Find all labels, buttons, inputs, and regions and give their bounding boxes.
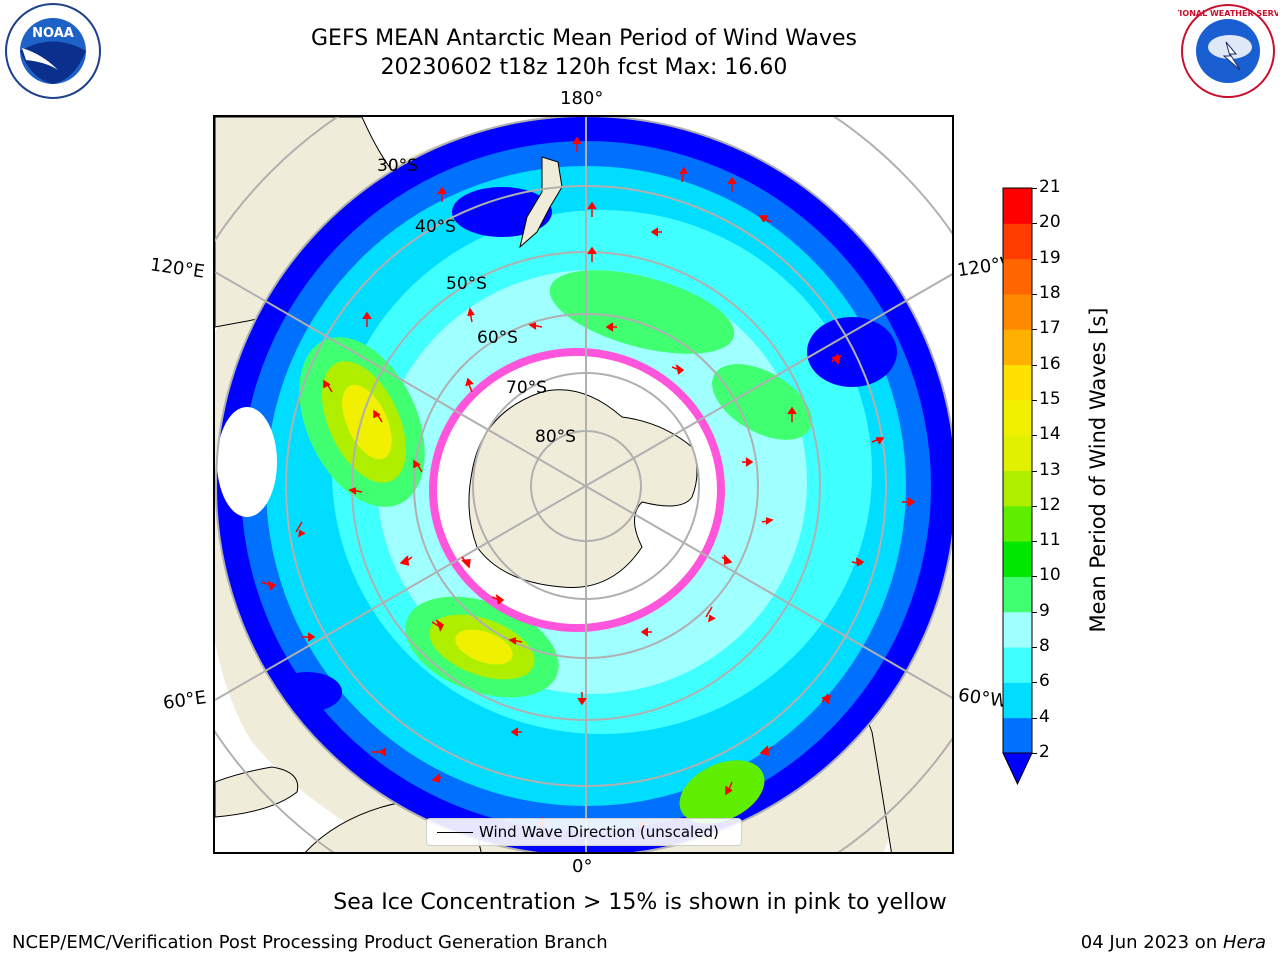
colorbar-tick-label: 4 [1039, 706, 1050, 727]
colorbar-block [1003, 505, 1032, 542]
legend-label: Wind Wave Direction (unscaled) [479, 823, 719, 841]
colorbar-block [1003, 223, 1032, 260]
colorbar-tick-mark [1032, 329, 1037, 331]
colorbar-tick-label: 8 [1039, 636, 1050, 657]
colorbar-under-triangle [1002, 752, 1033, 786]
colorbar [1002, 187, 1033, 786]
colorbar-block [1003, 576, 1032, 613]
colorbar-tick-label: 17 [1039, 318, 1061, 339]
colorbar-block [1003, 611, 1032, 648]
footer-credit: NCEP/EMC/Verification Post Processing Pr… [12, 932, 608, 953]
colorbar-block [1003, 188, 1032, 224]
noaa-logo-text: NOAA [32, 26, 74, 41]
colorbar-tick-mark [1032, 188, 1037, 189]
lon-label-120e: 120°E [148, 254, 206, 283]
lat-label-50s: 50°S [446, 274, 487, 294]
colorbar-label: Mean Period of Wind Waves [s] [1086, 307, 1110, 633]
footer-date: 04 Jun 2023 on Hera [1081, 932, 1266, 953]
lat-label-70s: 70°S [506, 378, 547, 398]
colorbar-tick-mark [1032, 682, 1037, 684]
map-svg: 30°S 40°S 50°S 60°S 70°S 80°S [215, 117, 952, 852]
colorbar-tick-label: 2 [1039, 742, 1050, 762]
footer-date-text: 04 Jun 2023 on [1080, 932, 1223, 953]
colorbar-block [1003, 399, 1032, 436]
colorbar-tick-mark [1032, 470, 1037, 472]
lat-label-60s: 60°S [477, 328, 518, 348]
sea-ice-note: Sea Ice Concentration > 15% is shown in … [333, 890, 947, 915]
colorbar-tick-mark [1032, 576, 1037, 578]
colorbar-tick-label: 9 [1039, 600, 1050, 621]
antarctica [468, 389, 698, 588]
lon-label-0: 0° [572, 856, 593, 877]
colorbar-block [1003, 647, 1032, 683]
colorbar-block [1003, 364, 1032, 401]
colorbar-block [1003, 329, 1032, 366]
colorbar-tick-mark [1032, 753, 1037, 754]
footer-host: Hera [1222, 932, 1266, 953]
colorbar-block [1003, 717, 1032, 754]
colorbar-block [1003, 293, 1032, 330]
colorbar-tick-mark [1032, 364, 1037, 366]
lat-label-80s: 80°S [535, 427, 576, 447]
colorbar-tick-mark [1032, 647, 1037, 649]
colorbar-block [1003, 541, 1032, 577]
map-legend: Wind Wave Direction (unscaled) [426, 818, 742, 846]
colorbar-tick-mark [1032, 435, 1037, 437]
colorbar-block [1003, 435, 1032, 471]
colorbar-tick-label: 6 [1039, 671, 1050, 692]
lon-label-180: 180° [560, 88, 604, 109]
lat-label-40s: 40°S [415, 217, 456, 237]
map-title: GEFS MEAN Antarctic Mean Period of Wind … [311, 26, 857, 51]
colorbar-tick-mark [1032, 717, 1037, 719]
noaa-logo: NOAA [5, 3, 101, 99]
colorbar-tick-label: 12 [1039, 494, 1061, 515]
colorbar-tick-label: 11 [1039, 530, 1061, 551]
colorbar-block [1003, 258, 1032, 295]
colorbar-tick-label: 18 [1039, 282, 1061, 303]
colorbar-block [1003, 682, 1032, 719]
colorbar-tick-label: 16 [1039, 353, 1061, 374]
colorbar-tick-mark [1032, 258, 1037, 260]
colorbar-tick-mark [1032, 399, 1037, 401]
lon-label-60w: 60°W [956, 684, 1009, 713]
colorbar-tick-mark [1032, 541, 1037, 543]
colorbar-tick-label: 20 [1039, 212, 1061, 233]
legend-line [437, 832, 473, 833]
colorbar-tick-mark [1032, 505, 1037, 507]
lat-label-30s: 30°S [377, 156, 418, 176]
colorbar-tick-mark [1032, 223, 1037, 225]
map-subtitle: 20230602 t18z 120h fcst Max: 16.60 [380, 55, 788, 80]
colorbar-tick-mark [1032, 611, 1037, 613]
graticule [215, 117, 952, 852]
colorbar-tick-mark [1032, 293, 1037, 295]
nws-logo: NATIONAL WEATHER SERVICE [1178, 4, 1278, 98]
colorbar-tick-label: 19 [1039, 247, 1061, 268]
nws-logo-text: NATIONAL WEATHER SERVICE [1178, 9, 1278, 18]
lon-label-60e: 60°E [161, 687, 208, 714]
colorbar-tick-label: 13 [1039, 459, 1061, 480]
colorbar-tick-label: 21 [1039, 177, 1061, 197]
polar-map: 30°S 40°S 50°S 60°S 70°S 80°S [213, 115, 954, 854]
colorbar-tick-label: 15 [1039, 388, 1061, 409]
colorbar-tick-label: 10 [1039, 565, 1061, 586]
colorbar-tick-label: 14 [1039, 424, 1061, 445]
colorbar-block [1003, 470, 1032, 507]
